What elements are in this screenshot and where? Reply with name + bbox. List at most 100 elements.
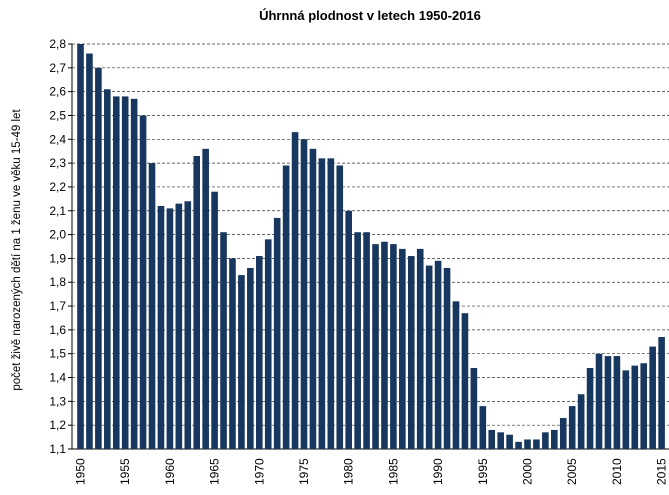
y-tick-label: 1,2 [49,418,66,432]
bar [193,155,201,449]
bar [130,98,138,449]
bar [372,244,379,449]
bar [542,432,549,449]
bar [157,206,165,449]
bar [95,67,102,449]
bar [327,158,335,449]
bar [551,429,558,449]
bar [559,418,567,449]
x-tick-label: 1995 [476,458,490,485]
chart-title: Úhrnná plodnost v letech 1950-2016 [259,8,481,23]
bar [202,148,209,449]
bar [649,346,656,449]
bar [238,275,245,449]
x-tick-label: 1980 [342,458,356,485]
bar [247,267,254,449]
bar [407,256,415,449]
bar [461,313,469,449]
bar [425,265,433,449]
x-tick-label: 1975 [297,458,311,485]
x-tick-label: 1990 [431,458,445,485]
bar [416,248,424,449]
bar [264,239,272,449]
bar [399,248,406,449]
y-tick-label: 1,3 [49,394,66,408]
bar [515,441,522,449]
bar [220,232,227,449]
bar [524,439,531,449]
bar [577,394,585,449]
bar [318,158,326,449]
bar [568,406,576,449]
bar [595,353,603,449]
y-tick-label: 2,0 [49,228,66,242]
y-tick-label: 2,5 [49,108,66,122]
x-tick-label: 1985 [386,458,400,485]
bar [586,368,594,449]
bar [434,260,442,449]
bar [658,337,665,449]
bar [273,217,281,449]
x-tick-label: 1950 [74,458,88,485]
y-tick-label: 1,8 [49,275,66,289]
bar [184,201,192,449]
y-tick-label: 2,3 [49,156,66,170]
bar [86,53,93,449]
y-tick-label: 1,5 [49,347,66,361]
bar [354,232,361,449]
y-tick-label: 1,6 [49,323,66,337]
y-tick-label: 2,2 [49,180,66,194]
y-tick-label: 2,8 [49,37,66,51]
bar [121,96,129,449]
bar [604,356,612,449]
bar [452,301,460,449]
bar [77,44,84,449]
bar [166,208,174,449]
bar [211,191,218,450]
y-tick-label: 1,1 [49,442,66,456]
bar [175,203,183,449]
bar [229,258,236,449]
bar [443,267,451,449]
bar [390,244,397,449]
bar [533,439,540,449]
x-tick-label: 1970 [252,458,266,485]
bar [622,370,630,449]
x-tick-label: 2005 [565,458,579,485]
bar [497,432,504,449]
x-tick-label: 2010 [610,458,624,485]
bar [300,139,308,449]
bar [345,210,352,449]
bar [363,232,370,449]
bar [479,406,487,449]
y-tick-label: 2,4 [49,132,66,146]
x-tick-label: 2000 [521,458,535,485]
x-tick-label: 1965 [208,458,222,485]
bar [381,241,388,449]
bar [631,365,639,449]
bar [282,165,290,449]
bar [139,115,147,450]
bar [470,368,478,449]
y-tick-label: 2,7 [49,61,66,75]
bar [488,429,496,449]
y-tick-label: 2,6 [49,85,66,99]
bar [291,132,299,449]
bar [336,165,344,449]
bar [613,356,621,449]
y-tick-label: 1,7 [49,299,66,313]
y-axis-label: počet živě narozených dětí na 1 ženu ve … [11,109,23,391]
bar [506,434,513,449]
x-tick-label: 1960 [163,458,177,485]
bar [104,89,111,449]
y-tick-label: 2,1 [49,204,66,218]
bar [148,163,156,449]
bar [309,148,317,449]
bar [640,363,648,449]
y-tick-label: 1,4 [49,371,66,385]
x-tick-label: 1955 [118,458,132,485]
x-tick-label: 2015 [655,458,669,485]
bar [256,256,263,449]
y-tick-label: 1,9 [49,251,66,265]
